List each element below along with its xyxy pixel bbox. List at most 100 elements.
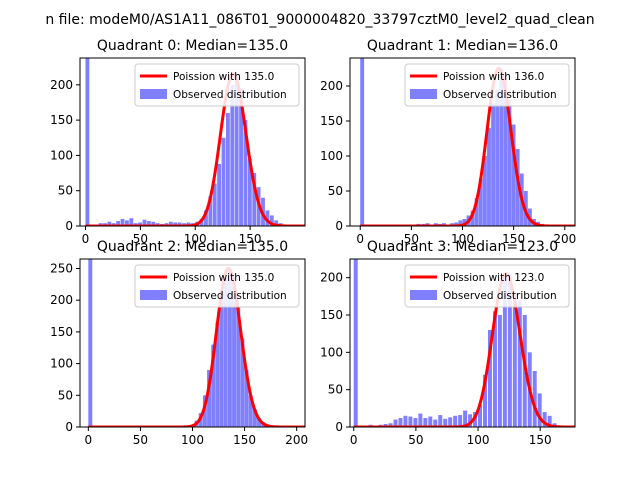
histogram-bar (186, 222, 191, 226)
histogram-bar (474, 198, 479, 226)
histogram-bar (207, 369, 212, 427)
histogram-bar (458, 220, 463, 226)
histogram-bar (454, 222, 459, 226)
histogram-bar (223, 278, 228, 427)
legend-box (404, 264, 570, 308)
histogram-bar (512, 292, 517, 427)
histogram-bar (225, 113, 230, 226)
histogram-bar (116, 221, 121, 226)
x-tick-label: 50 (404, 232, 419, 246)
histogram-bar (204, 210, 208, 226)
histogram-bar (244, 369, 249, 427)
histogram-bar (239, 88, 243, 226)
histogram-bar (240, 338, 245, 427)
histogram-bar (230, 84, 235, 226)
panel-title: Quadrant 1: Median=136.0 (367, 38, 558, 54)
poisson-curve (85, 72, 305, 226)
histogram-bar (497, 315, 502, 427)
x-tick-label: 150 (502, 232, 525, 246)
panel-title: Quadrant 2: Median=135.0 (97, 239, 288, 255)
histogram-bar (236, 306, 241, 427)
poisson-curve (353, 272, 575, 427)
histogram-bar (418, 413, 423, 427)
histogram-bar (212, 183, 217, 226)
panel-title: Quadrant 0: Median=135.0 (97, 38, 288, 54)
poisson-curve (360, 67, 575, 226)
histogram-bar (487, 128, 491, 226)
histogram-bar (532, 371, 537, 427)
legend-observed-label: Observed distribution (443, 89, 557, 101)
y-tick-label: 50 (328, 383, 343, 397)
histogram-bar (453, 415, 458, 427)
legend-box (134, 63, 300, 107)
legend-box (134, 264, 300, 308)
histogram-bar (462, 219, 467, 226)
histogram-bar (215, 322, 220, 427)
y-tick-label: 150 (50, 113, 73, 127)
x-tick-label: 200 (553, 232, 576, 246)
legend-poisson-label: Poission with 135.0 (173, 71, 274, 83)
histogram-bar (138, 222, 143, 226)
x-tick-label: 0 (350, 433, 358, 447)
histogram-bar (482, 156, 487, 226)
histogram-bar (274, 220, 279, 226)
histogram-bar (221, 137, 226, 226)
histogram-bar (491, 103, 496, 226)
histogram-bar (537, 393, 542, 427)
histogram-bar (217, 163, 222, 226)
histogram-bar (393, 419, 398, 427)
y-tick-label: 0 (335, 420, 343, 434)
histogram-bar (125, 220, 129, 226)
x-tick-label: 150 (529, 433, 552, 447)
plot-area (85, 58, 305, 226)
legend-observed-swatch (140, 290, 167, 300)
histogram-bar (243, 120, 248, 226)
histogram-bar (470, 210, 475, 226)
y-tick-label: 50 (58, 184, 73, 198)
histogram-bar (142, 219, 147, 226)
histogram-bar (247, 158, 252, 226)
figure-title: n file: modeM0/AS1A11_086T01_9000004820_… (45, 12, 594, 28)
y-tick-label: 200 (320, 79, 343, 93)
legend-observed-label: Observed distribution (173, 290, 287, 302)
y-tick-label: 250 (50, 262, 73, 276)
y-tick-label: 100 (320, 345, 343, 359)
histogram-bar (443, 418, 448, 427)
x-tick-label: 0 (82, 232, 90, 246)
histogram-bar (177, 222, 182, 226)
y-tick-label: 50 (328, 184, 343, 198)
x-tick-label: 100 (467, 433, 490, 447)
histogram-bar (227, 268, 232, 427)
histogram-bar (208, 196, 213, 226)
legend-observed-swatch (140, 89, 167, 99)
histogram-bar (478, 178, 483, 226)
x-tick-label: 50 (133, 232, 148, 246)
histogram-bar (265, 210, 270, 226)
histogram-bar (146, 221, 151, 226)
legend-observed-swatch (410, 290, 437, 300)
histogram-bar (502, 277, 507, 427)
plot-area (360, 58, 575, 226)
histogram-bar (492, 311, 497, 427)
histogram-bar (433, 419, 438, 427)
legend-observed-label: Observed distribution (173, 89, 287, 101)
quadrant-3-panel: 0 50 100 150 0 50 100 150 200 Quadrant 3: Median=… (320, 239, 576, 447)
histogram-bar (120, 218, 125, 226)
histogram-bar (547, 415, 552, 427)
histogram-bar (408, 416, 413, 427)
plot-area (353, 259, 575, 427)
histogram-bar (499, 68, 504, 226)
y-tick-label: 0 (65, 219, 73, 233)
y-tick-label: 150 (320, 308, 343, 322)
histogram-bar (168, 221, 173, 226)
y-tick-label: 0 (335, 219, 343, 233)
legend-observed-label: Observed distribution (443, 290, 557, 302)
histogram-bar (515, 149, 520, 226)
histogram-bar (129, 218, 134, 226)
histogram-bar (487, 329, 492, 427)
histogram-bar (458, 415, 463, 427)
histogram-bar (88, 259, 93, 427)
axes-frame (79, 57, 306, 227)
histogram-bar (234, 74, 239, 226)
